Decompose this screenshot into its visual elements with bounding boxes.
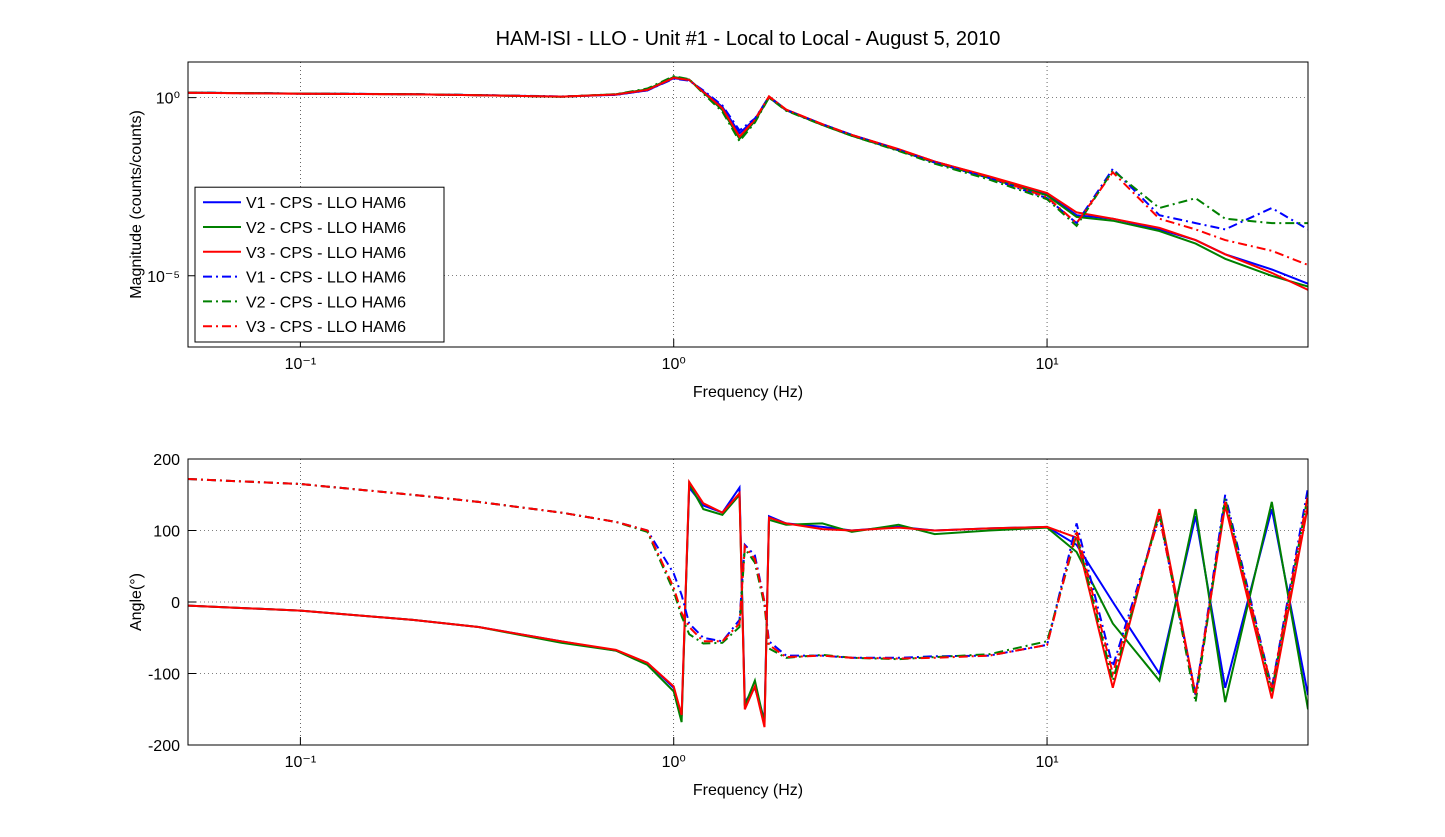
series-line	[188, 478, 1308, 696]
series-line	[188, 478, 1308, 728]
x-tick-label: 10⁻¹	[285, 356, 317, 373]
legend-label: V1 - CPS - LLO HAM6	[246, 270, 406, 287]
y-tick-label: -100	[148, 667, 180, 684]
y-tick-label: 100	[153, 524, 180, 541]
x-axis-label: Frequency (Hz)	[693, 782, 803, 799]
y-tick-label: 10⁻⁵	[147, 269, 180, 286]
x-tick-label: 10¹	[1035, 754, 1058, 771]
axes-frame	[187, 61, 1309, 348]
x-tick-label: 10⁰	[662, 356, 686, 373]
x-axis-label: Frequency (Hz)	[693, 384, 803, 401]
legend-label: V1 - CPS - LLO HAM6	[246, 195, 406, 212]
chart-title: HAM-ISI - LLO - Unit #1 - Local to Local…	[496, 28, 1001, 50]
legend-label: V2 - CPS - LLO HAM6	[246, 294, 406, 311]
legend-label: V3 - CPS - LLO HAM6	[246, 245, 406, 262]
legend-box	[194, 186, 445, 343]
legend-label: V3 - CPS - LLO HAM6	[246, 319, 406, 336]
axes-frame	[187, 458, 1309, 746]
y-tick-label: -200	[148, 738, 180, 755]
y-axis-label: Magnitude (counts/counts)	[128, 110, 145, 299]
x-tick-label: 10⁻¹	[285, 754, 317, 771]
y-tick-label: 10⁰	[156, 91, 180, 108]
x-tick-label: 10⁰	[662, 754, 686, 771]
y-tick-label: 200	[153, 452, 180, 469]
series-line	[188, 76, 1308, 266]
y-axis-label: Angle(°)	[128, 573, 145, 631]
legend-label: V2 - CPS - LLO HAM6	[246, 220, 406, 237]
x-tick-label: 10¹	[1035, 356, 1058, 373]
y-tick-label: 0	[171, 595, 180, 612]
